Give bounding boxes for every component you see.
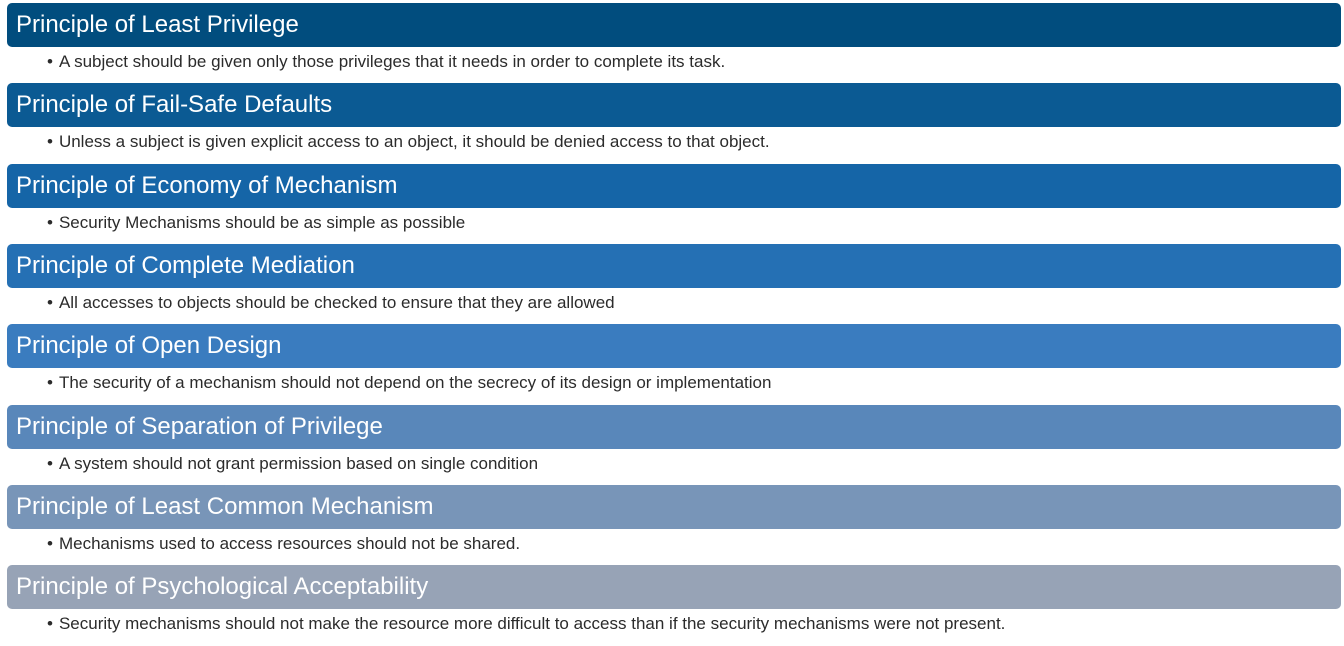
principle-description: • The security of a mechanism should not … [7, 368, 1341, 404]
principle-title: Principle of Least Privilege [7, 3, 1341, 47]
principle-description-text: Unless a subject is given explicit acces… [58, 132, 770, 152]
principle-description: • Unless a subject is given explicit acce… [7, 127, 1341, 163]
principle-description-text: Mechanisms used to access resources shou… [58, 533, 521, 553]
principle-description: • Security Mechanisms should be as simple… [7, 208, 1341, 244]
bullet-icon: • [47, 292, 53, 312]
principle-description: • Security mechanisms should not make the… [7, 609, 1341, 645]
bullet-icon: • [47, 533, 53, 553]
principle-description: • A subject should be given only those pr… [7, 47, 1341, 83]
principle-item: Principle of Psychological Acceptability… [7, 565, 1341, 645]
principle-title: Principle of Fail-Safe Defaults [7, 83, 1341, 128]
principle-item: Principle of Least Privilege • A subject s… [7, 3, 1341, 83]
principle-item: Principle of Separation of Privilege • A s… [7, 404, 1341, 485]
principle-title: Principle of Economy of Mechanism [7, 163, 1341, 208]
bullet-icon: • [47, 52, 53, 71]
principle-title: Principle of Open Design [7, 324, 1341, 369]
principle-item: Principle of Complete Mediation • All acce… [7, 243, 1341, 324]
bullet-icon: • [47, 132, 53, 152]
principle-description: • A system should not grant permission ba… [7, 449, 1341, 485]
principle-description-text: Security mechanisms should not make the … [58, 614, 1006, 634]
bullet-icon: • [47, 453, 53, 473]
principle-item: Principle of Open Design • The security of… [7, 324, 1341, 404]
principle-description-text: A system should not grant permission bas… [58, 453, 539, 473]
principle-description: • All accesses to objects should be check… [7, 288, 1341, 324]
principle-item: Principle of Economy of Mechanism • Securi… [7, 163, 1341, 244]
principle-description-text: All accesses to objects should be checke… [58, 292, 615, 312]
bullet-icon: • [47, 212, 53, 232]
principle-description-text: Security Mechanisms should be as simple … [58, 212, 466, 232]
principle-title: Principle of Separation of Privilege [7, 404, 1341, 449]
principle-title: Principle of Psychological Acceptability [7, 565, 1341, 610]
principle-description: • Mechanisms used to access resources sho… [7, 529, 1341, 565]
principle-description-text: The security of a mechanism should not d… [58, 373, 772, 393]
principle-item: Principle of Least Common Mechanism • Mech… [7, 484, 1341, 565]
principle-item: Principle of Fail-Safe Defaults • Unless a… [7, 83, 1341, 163]
bullet-icon: • [47, 614, 53, 634]
bullet-icon: • [47, 373, 53, 393]
principle-title: Principle of Least Common Mechanism [7, 484, 1341, 529]
principle-description-text: A subject should be given only those pri… [58, 52, 726, 71]
principle-title: Principle of Complete Mediation [7, 243, 1341, 288]
